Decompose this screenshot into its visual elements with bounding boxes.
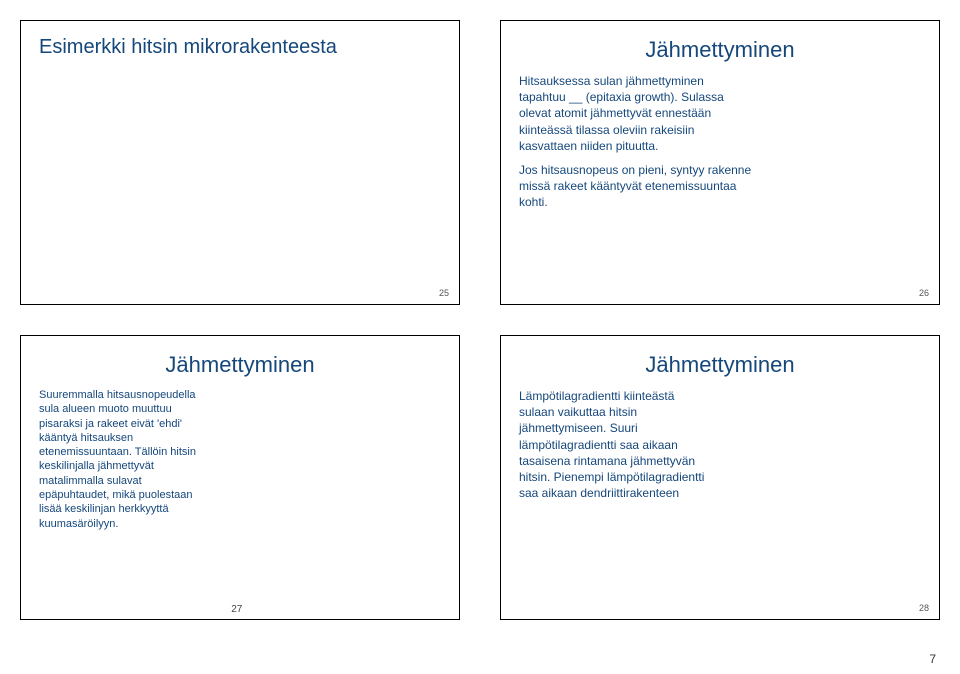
slide-title: Jähmettyminen xyxy=(39,352,441,378)
paragraph: Hitsauksessa sulan jähmettyminen tapahtu… xyxy=(519,73,752,154)
slide-number: 27 xyxy=(231,604,242,615)
slide-28: Jähmettyminen Lämpötilagradientti kiinte… xyxy=(500,335,940,620)
paragraph: Lämpötilagradientti kiinteästä sulaan va… xyxy=(519,388,712,501)
slide-title: Esimerkki hitsin mikrorakenteesta xyxy=(39,35,441,59)
slide-26: Jähmettyminen Hitsauksessa sulan jähmett… xyxy=(500,20,940,305)
slide-title: Jähmettyminen xyxy=(519,37,921,63)
slide-number: 25 xyxy=(439,288,449,298)
slide-27: Jähmettyminen Suuremmalla hitsausnopeude… xyxy=(20,335,460,620)
paragraph: Jos hitsausnopeus on pieni, syntyy raken… xyxy=(519,162,752,211)
slide-body: Suuremmalla hitsausnopeudella sula aluee… xyxy=(39,388,208,531)
slide-number: 26 xyxy=(919,288,929,298)
slide-body: Lämpötilagradientti kiinteästä sulaan va… xyxy=(519,388,712,501)
page-footer-number: 7 xyxy=(929,652,936,666)
slide-number: 28 xyxy=(919,603,929,613)
slide-grid: Esimerkki hitsin mikrorakenteesta 25 Jäh… xyxy=(20,20,940,620)
slide-body: Hitsauksessa sulan jähmettyminen tapahtu… xyxy=(519,73,752,211)
paragraph: Suuremmalla hitsausnopeudella sula aluee… xyxy=(39,388,208,531)
slide-25: Esimerkki hitsin mikrorakenteesta 25 xyxy=(20,20,460,305)
slide-title: Jähmettyminen xyxy=(519,352,921,378)
